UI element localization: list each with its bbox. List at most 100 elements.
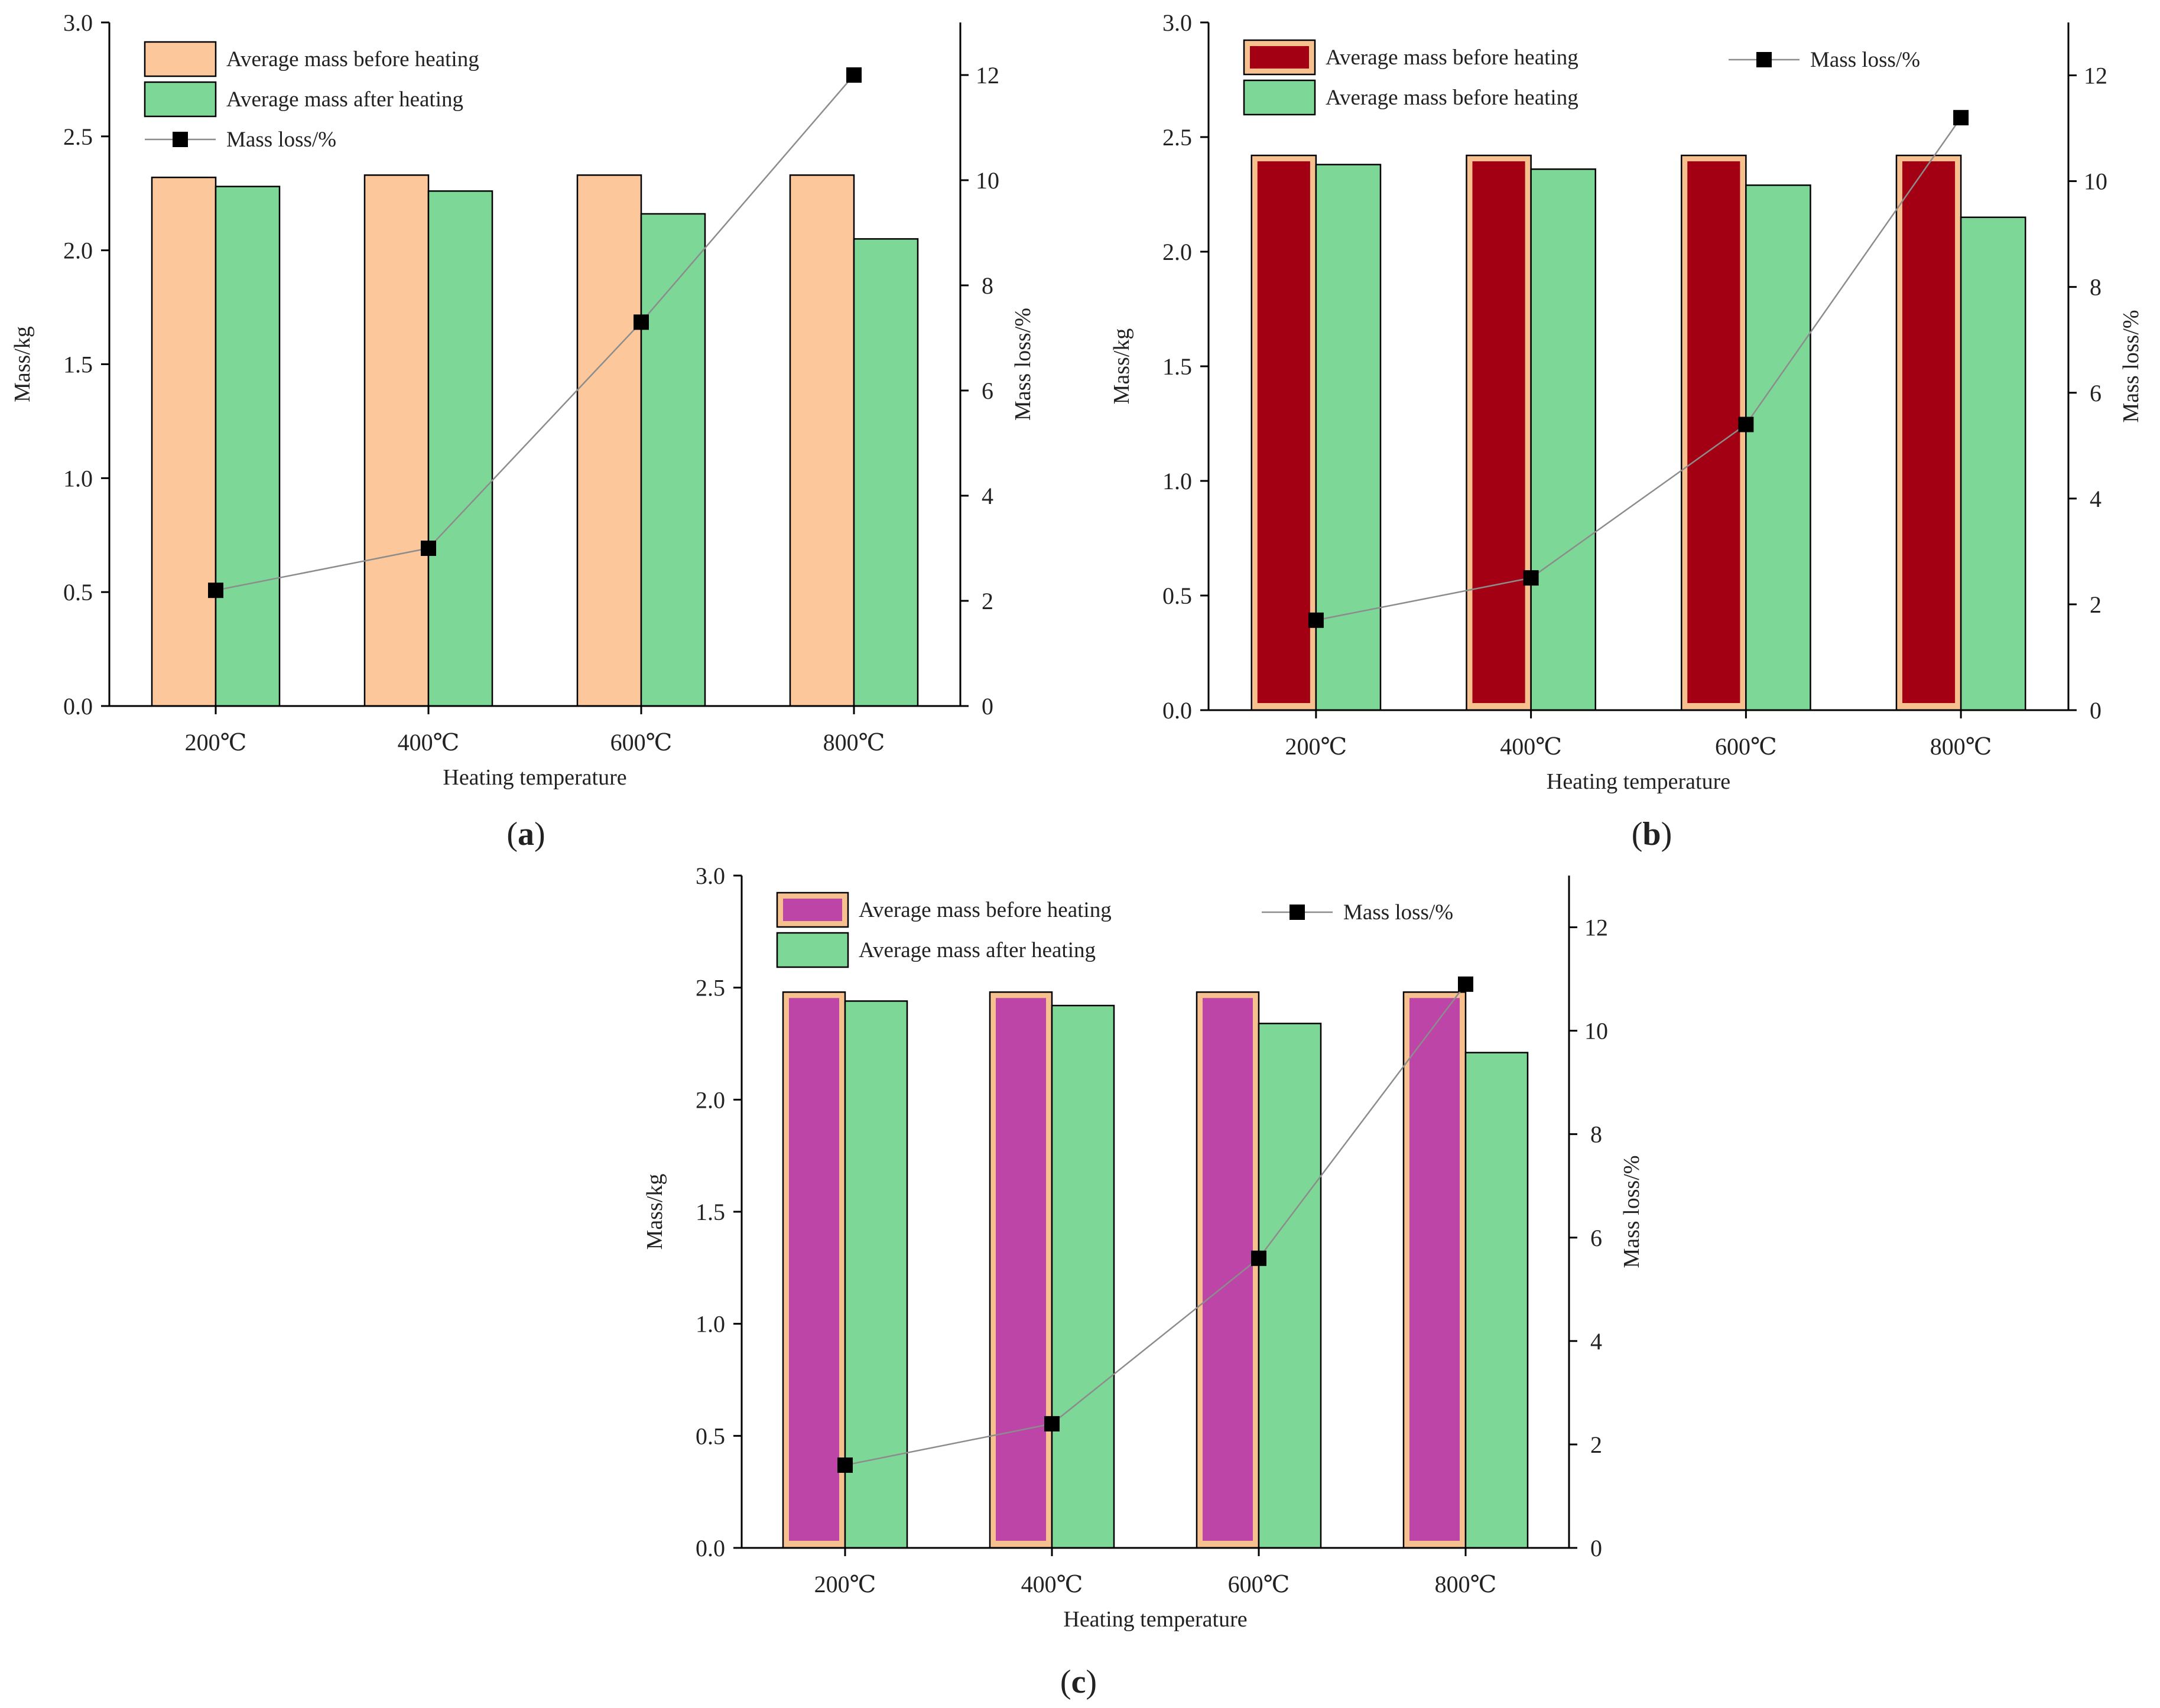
y2-tick-label: 0 bbox=[2090, 697, 2101, 724]
bar-after bbox=[1051, 1004, 1115, 1549]
y2-tick-label: 6 bbox=[2090, 380, 2101, 406]
bar-before bbox=[789, 174, 855, 707]
bar-before bbox=[1472, 161, 1525, 703]
y2-tick-label: 10 bbox=[2084, 168, 2107, 195]
panel-label: (a) bbox=[506, 816, 545, 853]
bar-before bbox=[1902, 161, 1956, 703]
y-tick-label: 0.0 bbox=[63, 693, 93, 720]
bar-after bbox=[844, 1000, 908, 1549]
x-tick-label: 400℃ bbox=[1500, 733, 1562, 760]
panel-label-open: ( bbox=[1632, 816, 1643, 853]
legend-label-before: Average mass before heating bbox=[859, 898, 1112, 922]
y2-axis-title: Mass loss/% bbox=[1619, 1155, 1644, 1268]
y2-tick-label: 10 bbox=[1584, 1018, 1608, 1045]
bar-before bbox=[789, 998, 839, 1541]
legend-swatch-after bbox=[144, 81, 217, 118]
y2-tick-label: 4 bbox=[2090, 486, 2101, 512]
mass-loss-marker bbox=[1953, 110, 1969, 126]
legend-marker bbox=[1289, 905, 1305, 920]
y2-tick-label: 6 bbox=[1590, 1225, 1602, 1251]
y-axis-title: Mass/kg bbox=[10, 326, 35, 402]
bar-after bbox=[1745, 184, 1811, 711]
y-tick-label: 2.5 bbox=[63, 123, 93, 150]
y-tick-label: 0.0 bbox=[1162, 697, 1192, 724]
legend-label-mass-loss: Mass loss/% bbox=[226, 128, 336, 152]
panel-label-letter: c bbox=[1071, 1664, 1086, 1700]
panel-label: (b) bbox=[1632, 816, 1672, 853]
bar-after bbox=[1315, 164, 1382, 711]
chart-panel-c: 0.0 0.5 1.0 1.5 2.0 2.5 3.0 0 2 4 6 8 10 12 200℃ 400℃ 60… bbox=[642, 863, 1644, 1700]
legend-label-after: Average mass after heating bbox=[859, 938, 1096, 962]
mass-loss-line bbox=[215, 74, 855, 591]
y-tick-label: 1.0 bbox=[696, 1311, 725, 1338]
y-tick-label: 3.0 bbox=[696, 863, 725, 889]
y2-tick-label: 0 bbox=[982, 693, 993, 720]
y2-tick-label: 8 bbox=[982, 272, 993, 299]
y-tick-label: 2.0 bbox=[1162, 239, 1192, 265]
x-tick-label: 800℃ bbox=[1435, 1571, 1497, 1598]
panel-label-open: ( bbox=[1060, 1664, 1071, 1700]
panel-label-letter: b bbox=[1642, 816, 1661, 853]
x-tick-label: 800℃ bbox=[1930, 733, 1992, 760]
y2-tick-label: 6 bbox=[982, 378, 993, 404]
y-tick-label: 3.0 bbox=[1162, 9, 1192, 36]
mass-loss-marker bbox=[1458, 976, 1473, 992]
mass-loss-marker bbox=[421, 541, 436, 556]
x-tick-label: 600℃ bbox=[1715, 733, 1777, 760]
y2-tick-label: 12 bbox=[2084, 63, 2107, 89]
panel-label: (c) bbox=[1060, 1664, 1097, 1700]
bar-after bbox=[640, 213, 706, 707]
y2-axis-title: Mass loss/% bbox=[1011, 308, 1035, 421]
legend-swatch-after bbox=[776, 932, 849, 968]
bar-after bbox=[427, 190, 493, 707]
bar-after bbox=[1960, 216, 2026, 711]
y2-tick-label: 8 bbox=[2090, 274, 2101, 301]
panel-label-letter: a bbox=[518, 816, 534, 853]
y-tick-label: 0.5 bbox=[696, 1423, 725, 1449]
bar-before bbox=[363, 174, 430, 707]
bar-after bbox=[215, 186, 281, 707]
bar-before bbox=[996, 998, 1046, 1541]
legend-label-after: Average mass after heating bbox=[226, 87, 463, 112]
y-tick-label: 2.0 bbox=[63, 238, 93, 264]
legend-marker bbox=[1756, 52, 1772, 67]
y2-tick-label: 4 bbox=[1590, 1328, 1602, 1355]
y-tick-label: 0.0 bbox=[696, 1535, 725, 1561]
x-tick-label: 600℃ bbox=[610, 729, 673, 756]
bar-after bbox=[1464, 1052, 1529, 1549]
panel-label-close: ) bbox=[1661, 816, 1672, 853]
mass-loss-marker bbox=[1523, 570, 1539, 586]
legend-swatch-before bbox=[144, 41, 217, 77]
y-tick-label: 1.0 bbox=[1162, 468, 1192, 494]
chart-panel-b: 0.0 0.5 1.0 1.5 2.0 2.5 3.0 0 2 4 6 8 10 12 200℃ 400℃ 60… bbox=[1109, 9, 2143, 853]
legend-marker bbox=[173, 132, 188, 147]
legend-swatch-before bbox=[783, 899, 842, 921]
x-tick-label: 600℃ bbox=[1228, 1571, 1290, 1598]
y2-tick-label: 12 bbox=[1584, 915, 1608, 941]
bar-after bbox=[853, 238, 919, 707]
x-axis-title: Heating temperature bbox=[1063, 1607, 1247, 1632]
y2-tick-label: 2 bbox=[2090, 591, 2101, 618]
x-tick-label: 800℃ bbox=[823, 729, 885, 756]
mass-loss-marker bbox=[837, 1457, 853, 1473]
chart-panel-a: 0.0 0.5 1.0 1.5 2.0 2.5 3.0 0 2 4 6 8 10 12 200℃ 400℃ 60… bbox=[10, 9, 1035, 853]
bar-before bbox=[1257, 161, 1310, 703]
y2-tick-label: 8 bbox=[1590, 1121, 1602, 1148]
bar-after bbox=[1530, 168, 1596, 711]
x-axis-title: Heating temperature bbox=[1547, 769, 1730, 794]
panel-label-open: ( bbox=[506, 816, 518, 853]
mass-loss-marker bbox=[208, 583, 223, 598]
legend-label-after: Average mass before heating bbox=[1326, 86, 1578, 110]
mass-loss-line bbox=[844, 984, 1466, 1466]
bar-before bbox=[1687, 161, 1740, 703]
legend-label-mass-loss: Mass loss/% bbox=[1343, 900, 1453, 925]
legend-swatch-before bbox=[1250, 46, 1309, 69]
y-axis-title: Mass/kg bbox=[1109, 328, 1134, 405]
y2-tick-label: 2 bbox=[1590, 1432, 1602, 1458]
legend-label-before: Average mass before heating bbox=[1326, 45, 1578, 70]
x-tick-label: 400℃ bbox=[398, 729, 460, 756]
y2-tick-label: 12 bbox=[976, 62, 999, 89]
mass-loss-marker bbox=[634, 314, 649, 330]
y2-tick-label: 0 bbox=[1590, 1535, 1602, 1561]
y-tick-label: 0.5 bbox=[1162, 583, 1192, 609]
